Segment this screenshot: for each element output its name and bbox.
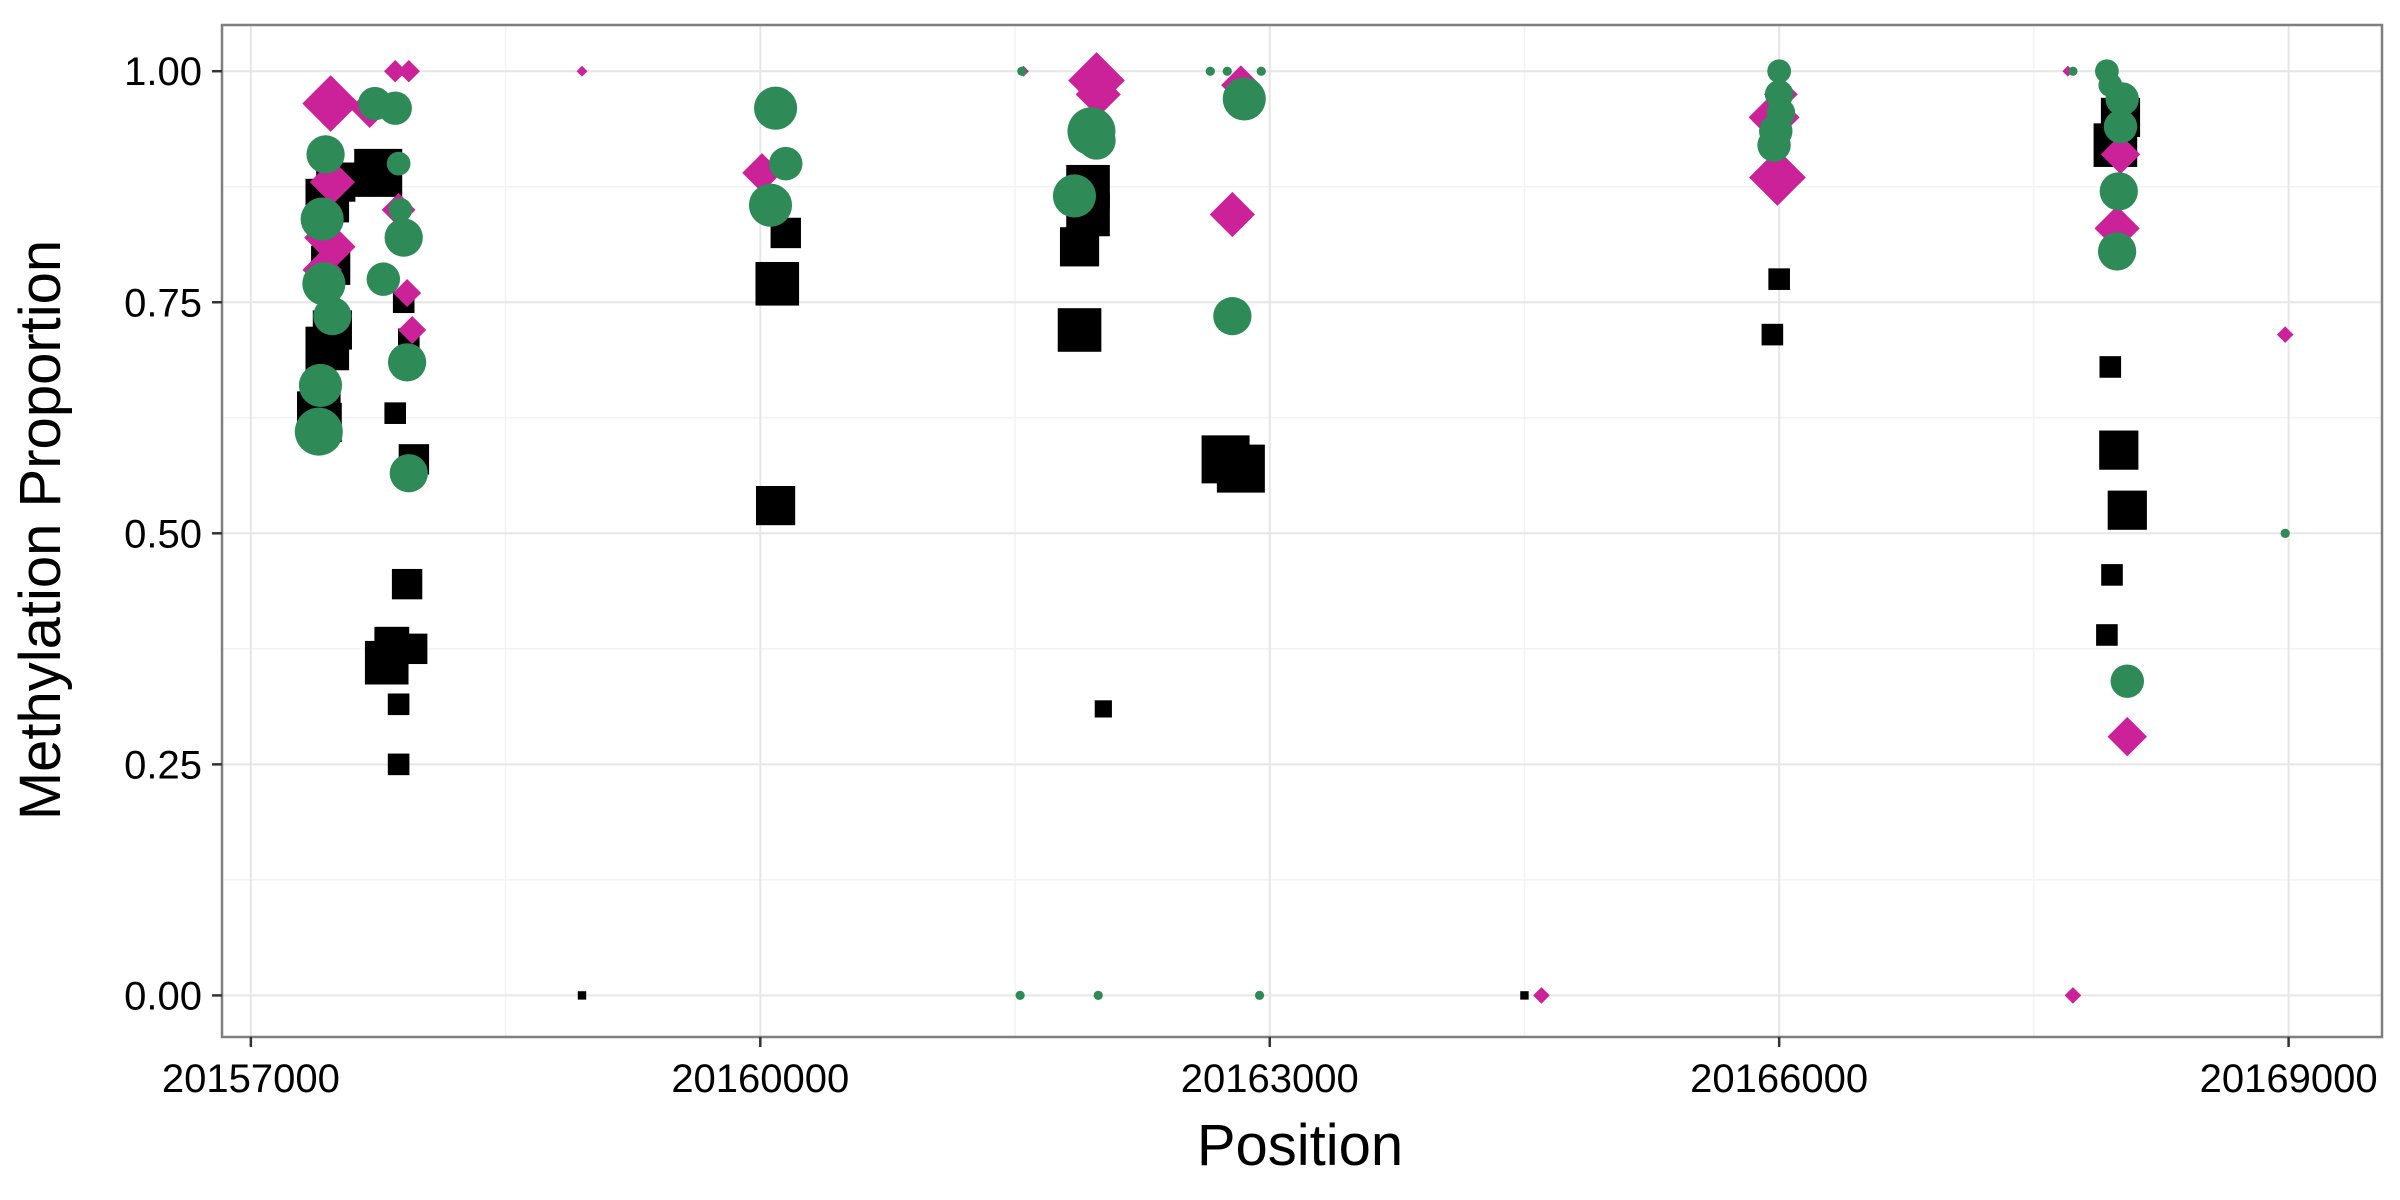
data-point-circle: [1222, 66, 1232, 76]
data-point-circle: [1093, 990, 1103, 1001]
data-point-diamond: [576, 65, 588, 77]
x-tick-label: 20157000: [162, 1057, 340, 1101]
data-point-diamond: [398, 315, 427, 345]
data-point-diamond: [393, 278, 422, 308]
data-point-diamond: [2062, 65, 2074, 77]
data-point-circle: [378, 91, 412, 125]
data-point-square: [755, 261, 800, 306]
data-point-square: [2099, 356, 2122, 378]
y-tick-label: 0.75: [124, 281, 202, 325]
data-point-circle: [1017, 66, 1027, 76]
y-tick-label: 0.25: [124, 743, 202, 787]
data-point-circle: [294, 407, 343, 456]
x-tick-label: 20160000: [671, 1057, 849, 1101]
data-point-square: [384, 402, 407, 424]
data-point-square: [1216, 444, 1265, 493]
data-points: [294, 52, 2294, 1004]
green-circle-series: [294, 59, 2290, 1001]
data-point-circle: [2103, 109, 2138, 144]
y-tick-label: 0.50: [124, 512, 202, 556]
data-point-circle: [300, 197, 344, 241]
data-point-circle: [748, 183, 793, 227]
data-point-square: [2099, 430, 2139, 470]
data-point-circle: [1222, 77, 1266, 121]
data-point-square: [755, 485, 796, 526]
data-point-circle: [2110, 664, 2145, 698]
panel-border: [220, 23, 2384, 1039]
data-point-diamond: [1749, 149, 1806, 206]
data-point-diamond: [1533, 987, 1550, 1004]
data-point-square: [2107, 490, 2147, 530]
data-point-diamond: [2276, 326, 2294, 343]
data-point-circle: [2099, 172, 2138, 211]
data-point-diamond: [2107, 716, 2148, 757]
data-point-circle: [1052, 174, 1097, 218]
data-point-circle: [1213, 296, 1252, 336]
data-point-diamond: [384, 60, 407, 83]
data-point-circle: [388, 197, 413, 222]
data-point-circle: [2097, 232, 2137, 271]
data-point-circle: [2280, 528, 2290, 538]
x-axis: 20157000 20160000 20163000 20166000 20169000: [162, 1037, 2378, 1101]
data-point-circle: [306, 135, 345, 174]
data-point-square: [1094, 700, 1112, 718]
data-point-circle: [1766, 98, 1796, 128]
data-point-circle: [366, 262, 401, 296]
panel-background: [222, 25, 2382, 1037]
x-tick-label: 20166000: [1690, 1057, 1868, 1101]
data-point-diamond: [1075, 71, 1121, 117]
data-point-circle: [298, 363, 343, 407]
data-point-circle: [389, 454, 428, 493]
data-point-square: [577, 991, 587, 1000]
data-point-circle: [1077, 121, 1116, 160]
data-point-diamond: [2064, 987, 2082, 1004]
data-point-square: [1761, 323, 1784, 346]
data-point-circle: [2068, 66, 2078, 76]
data-point-square: [1520, 991, 1529, 1000]
data-point-square: [2096, 624, 2118, 646]
data-point-circle: [1015, 990, 1025, 1001]
data-point-square: [387, 693, 410, 716]
data-point-circle: [313, 296, 352, 336]
y-axis: 0.00 0.25 0.50 0.75 1.00: [124, 50, 222, 1018]
y-tick-label: 0.00: [124, 974, 202, 1018]
data-point-diamond: [2100, 134, 2141, 175]
data-point-circle: [1254, 990, 1265, 1001]
data-point-square: [1768, 268, 1790, 290]
data-point-diamond: [1209, 191, 1255, 238]
data-point-circle: [2105, 82, 2139, 116]
y-tick-label: 1.00: [124, 50, 202, 94]
plot-panel: [222, 25, 2382, 1037]
data-point-circle: [1205, 66, 1215, 76]
data-point-circle: [387, 343, 427, 382]
data-point-circle: [1767, 59, 1792, 84]
data-point-circle: [1256, 66, 1266, 76]
x-tick-label: 20169000: [2200, 1057, 2378, 1101]
x-tick-label: 20163000: [1181, 1057, 1359, 1101]
data-point-circle: [302, 262, 346, 306]
data-point-square: [2101, 564, 2123, 586]
panel-frame: [220, 23, 2384, 1039]
data-point-square: [387, 753, 410, 776]
data-point-circle: [384, 218, 423, 257]
data-point-diamond: [397, 60, 420, 83]
data-point-diamond: [302, 75, 360, 132]
y-axis-title: Methylation Proportion: [8, 240, 73, 820]
data-point-square: [391, 568, 423, 600]
data-point-square: [396, 633, 428, 665]
data-point-circle: [386, 151, 411, 176]
x-axis-title: Position: [1197, 1113, 1403, 1178]
data-point-circle: [754, 86, 798, 130]
data-point-square: [1057, 308, 1102, 352]
data-point-circle: [769, 146, 803, 181]
